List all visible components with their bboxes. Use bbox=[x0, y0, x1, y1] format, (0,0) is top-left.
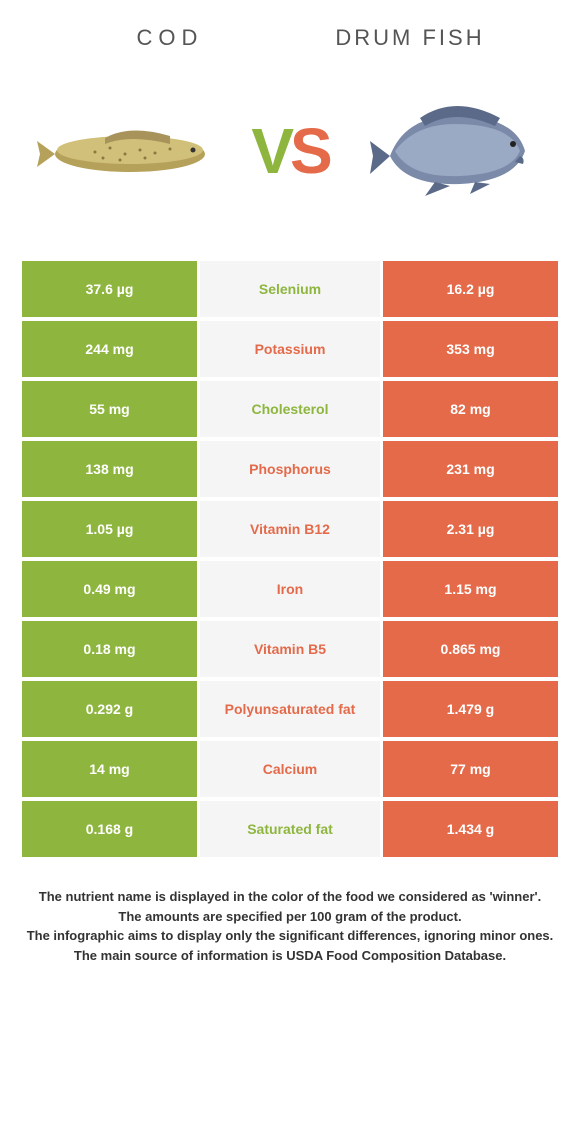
left-value: 37.6 µg bbox=[22, 261, 200, 317]
nutrient-row: 14 mgCalcium77 mg bbox=[22, 741, 558, 797]
nutrient-table: 37.6 µgSelenium16.2 µg244 mgPotassium353… bbox=[22, 261, 558, 857]
right-value: 77 mg bbox=[380, 741, 558, 797]
nutrient-label: Potassium bbox=[200, 321, 380, 377]
nutrient-row: 138 mgPhosphorus231 mg bbox=[22, 441, 558, 497]
left-value: 14 mg bbox=[22, 741, 200, 797]
left-value: 0.168 g bbox=[22, 801, 200, 857]
footer-line-4: The main source of information is USDA F… bbox=[20, 946, 560, 966]
left-value: 244 mg bbox=[22, 321, 200, 377]
right-value: 1.15 mg bbox=[380, 561, 558, 617]
nutrient-label: Selenium bbox=[200, 261, 380, 317]
nutrient-row: 37.6 µgSelenium16.2 µg bbox=[22, 261, 558, 317]
nutrient-label: Saturated fat bbox=[200, 801, 380, 857]
nutrient-label: Vitamin B5 bbox=[200, 621, 380, 677]
left-food-title: COD bbox=[50, 25, 290, 51]
right-value: 0.865 mg bbox=[380, 621, 558, 677]
right-value: 82 mg bbox=[380, 381, 558, 437]
nutrient-row: 0.168 gSaturated fat1.434 g bbox=[22, 801, 558, 857]
left-value: 138 mg bbox=[22, 441, 200, 497]
vs-s: S bbox=[290, 115, 329, 187]
footer-line-3: The infographic aims to display only the… bbox=[20, 926, 560, 946]
nutrient-label: Calcium bbox=[200, 741, 380, 797]
right-value: 16.2 µg bbox=[380, 261, 558, 317]
footer-line-1: The nutrient name is displayed in the co… bbox=[20, 887, 560, 907]
nutrient-row: 0.49 mgIron1.15 mg bbox=[22, 561, 558, 617]
right-value: 353 mg bbox=[380, 321, 558, 377]
nutrient-label: Iron bbox=[200, 561, 380, 617]
nutrient-row: 1.05 µgVitamin B122.31 µg bbox=[22, 501, 558, 557]
nutrient-label: Vitamin B12 bbox=[200, 501, 380, 557]
image-row: VS bbox=[0, 61, 580, 261]
left-value: 55 mg bbox=[22, 381, 200, 437]
left-value: 0.292 g bbox=[22, 681, 200, 737]
left-value: 1.05 µg bbox=[22, 501, 200, 557]
right-value: 1.479 g bbox=[380, 681, 558, 737]
vs-label: VS bbox=[251, 119, 328, 183]
drum-fish-image bbox=[350, 96, 550, 206]
header: COD DRUM FISH bbox=[0, 0, 580, 61]
nutrient-row: 55 mgCholesterol82 mg bbox=[22, 381, 558, 437]
nutrient-row: 0.18 mgVitamin B50.865 mg bbox=[22, 621, 558, 677]
nutrient-row: 244 mgPotassium353 mg bbox=[22, 321, 558, 377]
right-food-title: DRUM FISH bbox=[290, 25, 530, 51]
left-value: 0.18 mg bbox=[22, 621, 200, 677]
footer-line-2: The amounts are specified per 100 gram o… bbox=[20, 907, 560, 927]
cod-image bbox=[30, 116, 230, 186]
left-value: 0.49 mg bbox=[22, 561, 200, 617]
right-value: 2.31 µg bbox=[380, 501, 558, 557]
nutrient-label: Phosphorus bbox=[200, 441, 380, 497]
footer-notes: The nutrient name is displayed in the co… bbox=[20, 887, 560, 965]
nutrient-label: Cholesterol bbox=[200, 381, 380, 437]
right-value: 231 mg bbox=[380, 441, 558, 497]
nutrient-row: 0.292 gPolyunsaturated fat1.479 g bbox=[22, 681, 558, 737]
vs-v: V bbox=[251, 115, 290, 187]
right-value: 1.434 g bbox=[380, 801, 558, 857]
nutrient-label: Polyunsaturated fat bbox=[200, 681, 380, 737]
